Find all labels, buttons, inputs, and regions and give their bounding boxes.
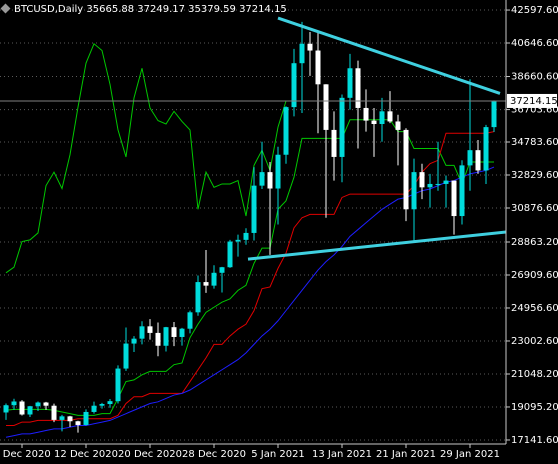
candle-body <box>283 107 289 155</box>
candle-body <box>83 411 89 425</box>
x-tick-label: 4 Dec 2020 <box>0 449 51 460</box>
candle-body <box>443 180 449 184</box>
candle-body <box>123 343 129 369</box>
trend-line <box>247 230 506 261</box>
candle-body <box>11 401 17 406</box>
candle-body <box>195 282 201 313</box>
candle-body <box>371 120 377 125</box>
candle-body <box>211 272 217 286</box>
x-tick-label: 29 Jan 2021 <box>440 449 500 460</box>
y-tick-label: 23002.60 <box>511 336 558 347</box>
candle-body <box>363 107 369 121</box>
axes: 17141.60 19095.20 21048.20 23002.60 24956.60… <box>0 5 558 460</box>
candle-body <box>475 150 481 171</box>
candle-body <box>219 267 225 273</box>
candle-body <box>459 165 465 217</box>
candle-body <box>339 97 345 157</box>
trend-line <box>277 16 501 95</box>
y-tick-label: 34783.60 <box>511 137 558 148</box>
candle-body <box>203 282 209 286</box>
candle-body <box>107 401 113 405</box>
x-tick-label: 5 Jan 2021 <box>251 449 305 460</box>
y-tick-label: 17141.60 <box>511 435 558 446</box>
candle-body <box>91 405 97 412</box>
candle-body <box>395 121 401 130</box>
candle-body <box>347 68 353 98</box>
candle-body <box>307 43 313 51</box>
candle-body <box>155 332 161 346</box>
candle-body <box>3 405 9 413</box>
candle-body <box>59 416 65 420</box>
candle-body <box>171 327 177 337</box>
candle-body <box>427 183 433 188</box>
candle-body <box>411 172 417 210</box>
candle-body <box>491 100 497 128</box>
chart-title: BTCUSD,Daily 35665.88 37249.17 35379.59 … <box>14 4 287 15</box>
candle-body <box>179 328 185 337</box>
candle-body <box>235 239 241 242</box>
y-tick-label: 32829.60 <box>511 170 558 181</box>
candle-body <box>267 172 273 189</box>
y-tick-label: 36703.60 <box>511 105 558 116</box>
candle-body <box>131 338 137 344</box>
candle-body <box>115 368 121 402</box>
y-tick-label: 24956.60 <box>511 303 558 314</box>
candle-body <box>35 402 41 407</box>
x-tick-label: 21 Jan 2021 <box>376 449 436 460</box>
candle-body <box>451 180 457 217</box>
candle-body <box>147 326 153 333</box>
candle-body <box>379 111 385 125</box>
candle-body <box>75 421 81 425</box>
candle-body <box>251 185 257 233</box>
plot-area <box>0 16 506 438</box>
indicator-line <box>5 119 494 416</box>
y-tick-label: 21048.20 <box>511 369 558 380</box>
candle-body <box>419 172 425 188</box>
y-tick-label: 42597.60 <box>511 5 558 16</box>
candle-body <box>259 172 265 186</box>
candle-body <box>27 406 33 415</box>
indicator-line <box>5 42 287 274</box>
candle-body <box>387 111 393 122</box>
y-tick-label: 40646.60 <box>511 38 558 49</box>
candle-body <box>299 43 305 64</box>
x-tick-label: 28 Dec 2020 <box>182 449 246 460</box>
candle-body <box>187 312 193 329</box>
candle-body <box>467 150 473 166</box>
x-tick-label: 20 Dec 2020 <box>118 449 182 460</box>
candle-body <box>99 404 105 406</box>
x-tick-label: 12 Dec 2020 <box>54 449 118 460</box>
candle-body <box>331 129 337 157</box>
last-price-label: 37214.15 <box>510 96 558 107</box>
y-tick-label: 28863.20 <box>511 237 558 248</box>
candle-body <box>19 401 25 415</box>
x-tick-label: 13 Jan 2021 <box>312 449 372 460</box>
y-tick-label: 26909.60 <box>511 270 558 281</box>
candle-body <box>435 183 441 185</box>
symbol-icon <box>0 3 11 14</box>
candle-body <box>43 402 49 406</box>
candle-body <box>275 154 281 189</box>
candle-body <box>67 416 73 422</box>
last-price-box <box>507 93 557 108</box>
candle-body <box>403 129 409 210</box>
candle-body <box>291 63 297 108</box>
candle-body <box>51 405 57 420</box>
candle-body <box>227 241 233 268</box>
y-tick-label: 30876.60 <box>511 203 558 214</box>
candle-body <box>243 232 249 240</box>
y-tick-label: 38660.60 <box>511 72 558 83</box>
candle-body <box>323 84 329 130</box>
candle-body <box>355 68 361 108</box>
candle-body <box>139 326 145 339</box>
y-tick-label: 19095.20 <box>511 402 558 413</box>
candle-body <box>163 327 169 346</box>
candle-body <box>315 50 321 85</box>
candle-body <box>483 127 489 171</box>
